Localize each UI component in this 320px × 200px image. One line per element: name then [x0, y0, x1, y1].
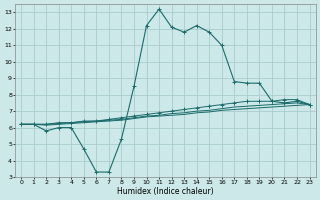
X-axis label: Humidex (Indice chaleur): Humidex (Indice chaleur)	[117, 187, 214, 196]
